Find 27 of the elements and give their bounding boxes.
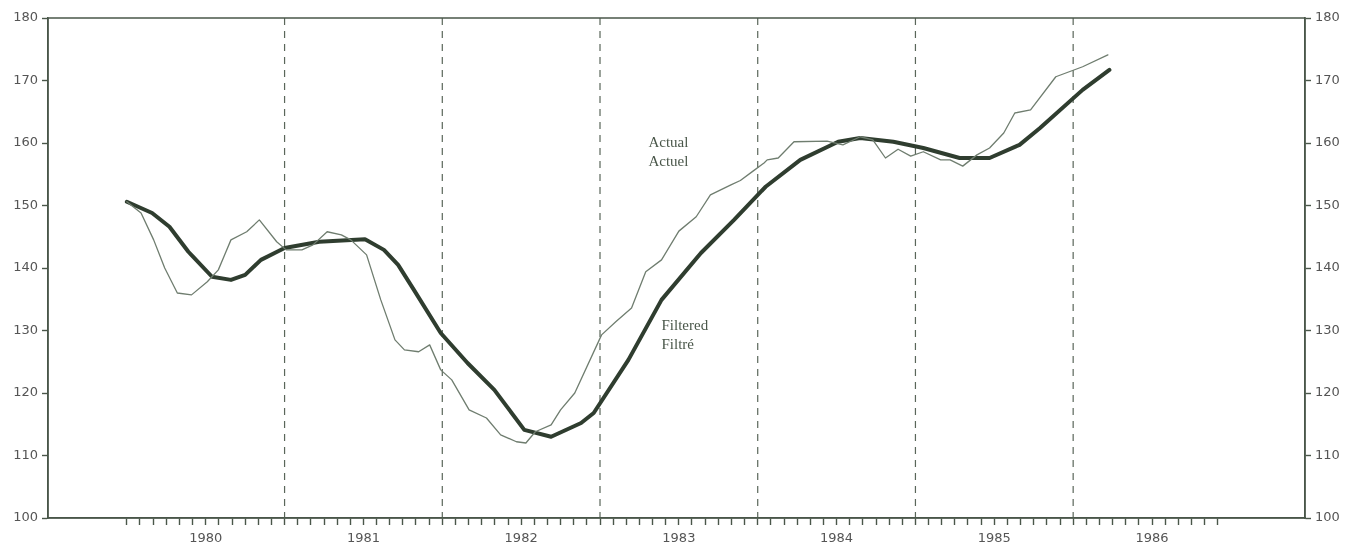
- y-tick-label: 140: [13, 259, 38, 275]
- y2-tick-label: 120: [1315, 384, 1340, 400]
- y2-tick-label: 180: [1315, 9, 1340, 25]
- y-tick-label: 130: [13, 321, 38, 337]
- y2-tick-label: 160: [1315, 134, 1340, 150]
- x-tick-label: 1980: [189, 530, 223, 546]
- x-tick-label: 1982: [504, 530, 538, 546]
- x-tick-label: 1981: [346, 530, 380, 546]
- y-tick-label: 150: [13, 196, 38, 212]
- y-tick-label: 170: [13, 71, 38, 87]
- y2-tick-label: 170: [1315, 71, 1340, 87]
- y2-tick-label: 140: [1315, 259, 1340, 275]
- y2-tick-label: 130: [1315, 321, 1340, 337]
- x-tick-label: 1984: [820, 530, 854, 546]
- y-tick-label: 180: [13, 9, 38, 25]
- y-tick-label: 120: [13, 384, 38, 400]
- x-tick-label: 1985: [977, 530, 1011, 546]
- x-tick-label: 1986: [1135, 530, 1169, 546]
- y2-tick-label: 100: [1315, 509, 1340, 525]
- y-tick-label: 160: [13, 134, 38, 150]
- series-label: Filtered Filtré: [661, 316, 709, 352]
- y-tick-label: 110: [13, 446, 38, 462]
- y2-tick-label: 150: [1315, 196, 1340, 212]
- x-tick-label: 1983: [662, 530, 696, 546]
- y2-tick-label: 110: [1315, 446, 1340, 462]
- y-tick-label: 100: [13, 509, 38, 525]
- text: Actual Actuel: [648, 133, 689, 169]
